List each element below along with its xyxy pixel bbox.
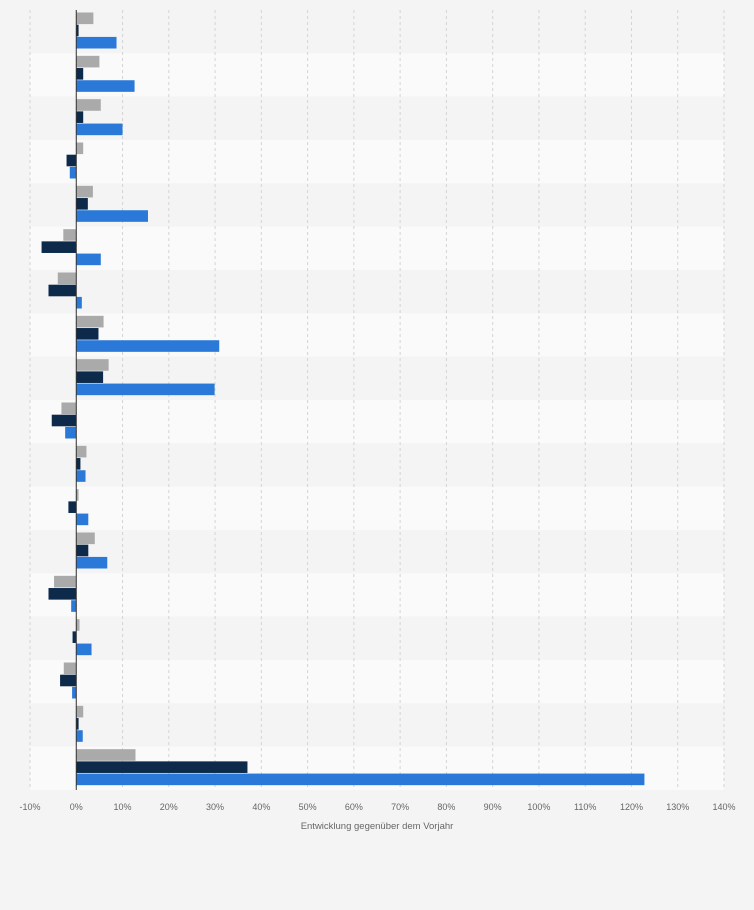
bar [76, 749, 136, 761]
bar [76, 513, 89, 526]
bar [76, 532, 95, 545]
bar [54, 575, 77, 588]
bar [76, 328, 99, 340]
bar [61, 402, 77, 415]
bar [76, 458, 81, 470]
bar [76, 340, 220, 352]
x-axis-title: Entwicklung gegenüber dem Vorjahr [301, 821, 454, 832]
bar [65, 426, 77, 439]
bar [76, 198, 88, 210]
bar [76, 371, 104, 383]
row-band [30, 573, 724, 617]
x-tick-label: 30% [206, 802, 224, 812]
bar [72, 686, 77, 699]
bar [76, 773, 645, 786]
bar [76, 705, 84, 718]
bar [76, 315, 104, 328]
row-band [30, 226, 724, 270]
bar [63, 229, 77, 241]
bar [76, 489, 79, 501]
x-tick-label: 130% [666, 802, 689, 812]
bar [76, 12, 94, 25]
row-band [30, 53, 724, 97]
bar [76, 142, 84, 155]
bar [76, 296, 82, 309]
bar [76, 718, 79, 730]
bar [76, 383, 215, 396]
bar [76, 445, 87, 458]
x-tick-label: 40% [252, 802, 270, 812]
bar [76, 359, 109, 371]
bar [76, 210, 148, 222]
x-tick-label: 90% [484, 802, 502, 812]
bar [76, 99, 101, 111]
bar [76, 123, 123, 136]
bar [76, 643, 92, 656]
bar [76, 185, 93, 198]
bar [76, 111, 84, 123]
row-band [30, 96, 724, 140]
x-tick-label: 110% [574, 802, 596, 812]
x-tick-labels: -10% 0% 10% 20% 30% 40% 50% 60% 70% 80% 90% 100% 110… [19, 802, 735, 812]
bar [48, 588, 77, 600]
row-band [30, 486, 724, 530]
bar [76, 619, 80, 631]
x-tick-label: 60% [345, 802, 363, 812]
bar [69, 166, 77, 179]
bar [76, 470, 86, 482]
bar [72, 631, 77, 643]
x-tick-label: -10% [19, 802, 40, 812]
bar [76, 80, 135, 92]
row-band [30, 660, 724, 704]
bar [76, 253, 101, 266]
row-band [30, 616, 724, 660]
bar [76, 730, 83, 742]
x-tick-label: 20% [160, 802, 178, 812]
bar [66, 154, 77, 167]
gridlines [29, 10, 725, 790]
row-bands [30, 10, 724, 790]
x-tick-label: 100% [527, 802, 550, 812]
row-band [30, 140, 724, 184]
row-band [30, 530, 724, 574]
bar [76, 36, 117, 49]
bar [48, 284, 77, 297]
bar [76, 544, 89, 557]
bar [60, 674, 77, 687]
x-tick-label: 140% [712, 802, 735, 812]
x-tick-label: 0% [70, 802, 83, 812]
row-band [30, 443, 724, 487]
bar [76, 24, 79, 37]
row-band [30, 400, 724, 444]
x-tick-label: 80% [437, 802, 455, 812]
bar [71, 600, 77, 612]
x-tick-label: 70% [391, 802, 409, 812]
row-band [30, 10, 724, 54]
bar [76, 68, 84, 80]
x-tick-label: 120% [620, 802, 643, 812]
x-tick-label: 50% [299, 802, 317, 812]
bar [63, 662, 77, 675]
bar [68, 501, 77, 513]
bars [41, 12, 645, 786]
bar [57, 272, 77, 285]
bar [76, 556, 108, 569]
row-band [30, 270, 724, 314]
bar [76, 761, 248, 773]
row-band [30, 703, 724, 747]
bar [41, 241, 77, 253]
x-tick-label: 10% [114, 802, 132, 812]
bar [76, 55, 100, 68]
bar [51, 414, 77, 427]
